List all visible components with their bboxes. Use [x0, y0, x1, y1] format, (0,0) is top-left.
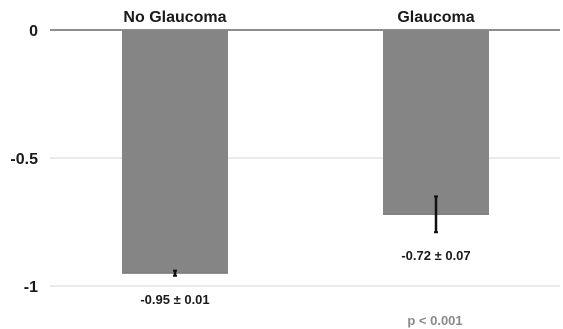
- data-label: -0.95 ± 0.01: [140, 292, 209, 307]
- data-label: -0.72 ± 0.07: [401, 248, 470, 263]
- error-bars: [173, 195, 438, 277]
- category-label: No Glaucoma: [123, 9, 226, 26]
- bar: [122, 30, 228, 274]
- y-tick-label: 0: [29, 23, 38, 40]
- category-label: Glaucoma: [397, 9, 474, 26]
- error-bar: [173, 269, 177, 277]
- p-value-annotation: p < 0.001: [407, 313, 462, 328]
- category-labels: No Glaucoma Glaucoma: [123, 9, 474, 26]
- bars: [122, 30, 489, 274]
- error-bar: [434, 195, 438, 234]
- y-tick-label: -1: [24, 279, 38, 296]
- y-axis-ticks: 0 -0.5 -1: [10, 23, 38, 296]
- y-tick-label: -0.5: [10, 151, 38, 168]
- bar: [383, 30, 489, 215]
- data-labels: -0.95 ± 0.01 -0.72 ± 0.07: [140, 248, 470, 307]
